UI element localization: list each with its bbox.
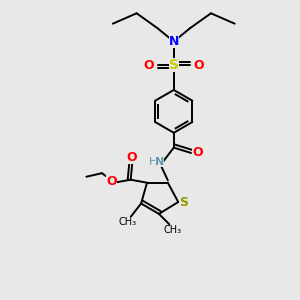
Text: N: N (169, 35, 179, 48)
Text: N: N (155, 158, 164, 167)
Text: S: S (179, 196, 188, 208)
Text: CH₃: CH₃ (118, 217, 136, 227)
Text: H: H (149, 158, 157, 167)
Text: O: O (143, 59, 154, 72)
Text: O: O (127, 151, 137, 164)
Text: O: O (194, 59, 204, 72)
Text: CH₃: CH₃ (164, 225, 182, 235)
Text: S: S (169, 58, 179, 72)
Text: O: O (192, 146, 203, 160)
Text: O: O (106, 175, 117, 188)
